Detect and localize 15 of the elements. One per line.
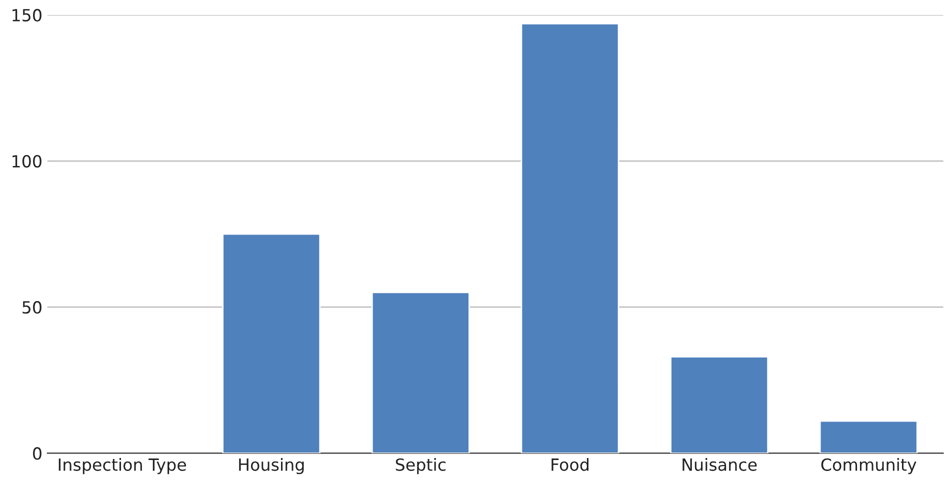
y-tick-label: 0 (33, 447, 42, 460)
bar (222, 233, 321, 454)
y-tick-label: 50 (22, 301, 42, 314)
bar (520, 23, 620, 454)
y-tick-label: 100 (12, 154, 42, 168)
x-tick-label: Community (821, 458, 916, 474)
bar (819, 420, 918, 454)
x-tick-label: Inspection Type (58, 458, 186, 474)
bar (371, 292, 470, 454)
x-tick-label: Nuisance (682, 458, 757, 471)
bar (670, 356, 769, 454)
x-tick-label: Food (552, 458, 588, 471)
y-tick-label: 150 (12, 8, 42, 22)
x-tick-label: Septic (396, 458, 446, 474)
x-tick-label: Housing (239, 458, 304, 474)
